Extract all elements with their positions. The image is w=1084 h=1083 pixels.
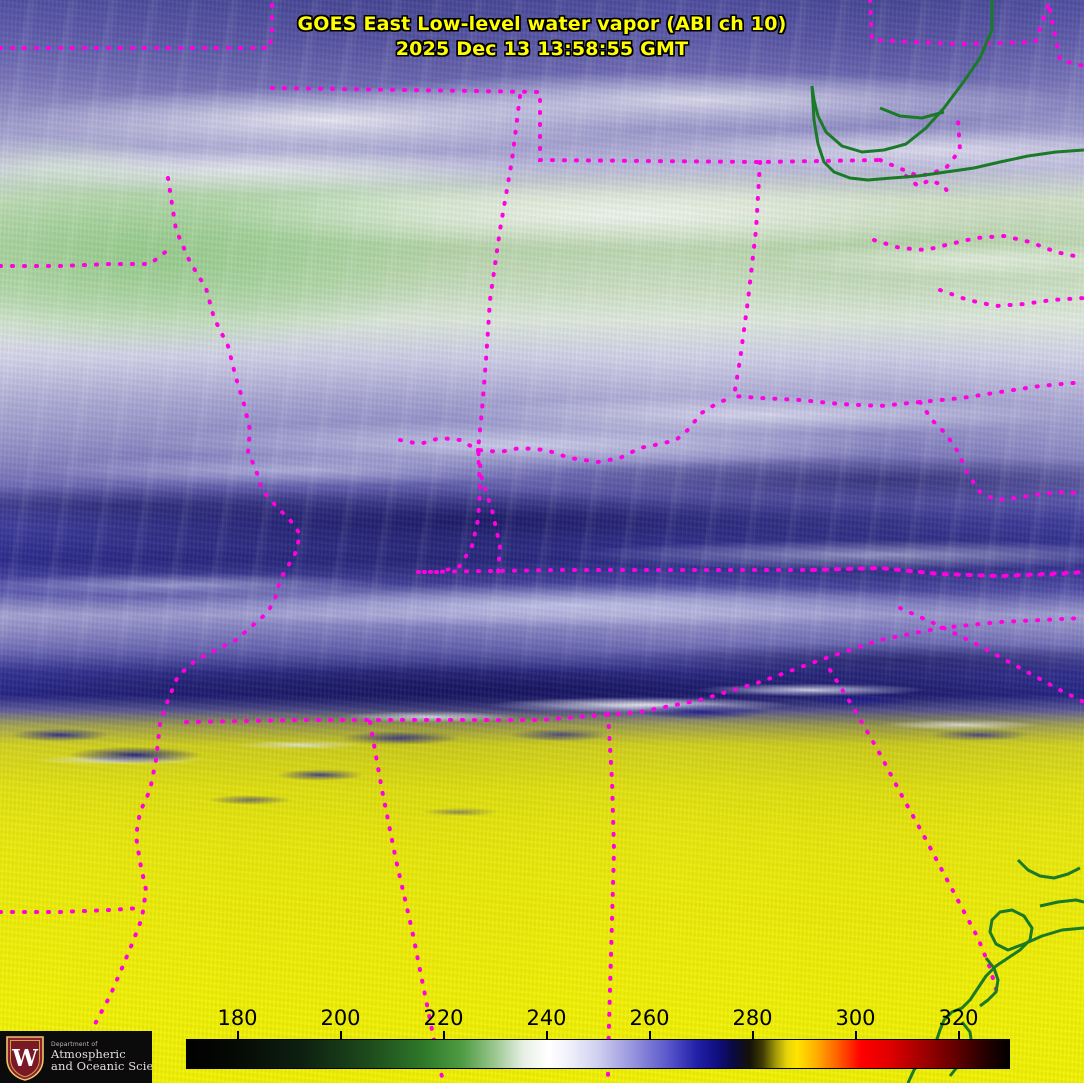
colorbar-tick-label: 260: [629, 1006, 670, 1030]
colorbar: 180 200 220 240 260 280 300 320: [186, 1007, 1010, 1079]
colorbar-tick-mark: [751, 1031, 754, 1039]
colorbar-tick-label: 320: [938, 1006, 979, 1030]
colorbar-tick-mark: [648, 1031, 651, 1039]
uw-crest-icon: W: [6, 1036, 44, 1081]
colorbar-tick-mark: [854, 1031, 857, 1039]
colorbar-tick-mark: [442, 1031, 445, 1039]
state-border-north-south-carolina: [898, 606, 1084, 704]
colorbar-tick-marks: [186, 1031, 1010, 1039]
coastline-lake-erie-inlet: [879, 106, 945, 120]
state-border-arkansas-louisiana: [0, 906, 142, 914]
state-border-arkansas-north: [72, 722, 162, 1083]
colorbar-tick-label: 180: [217, 1006, 258, 1030]
state-border-mississippi-river: [158, 176, 303, 726]
logo-department-label: Department of: [51, 1040, 98, 1048]
coastline-barrier-island-1: [979, 957, 1000, 1008]
colorbar-tick-mark: [339, 1031, 342, 1039]
state-border-lake-erie-south: [872, 233, 1084, 260]
state-border-indiana-ohio: [731, 160, 1084, 409]
colorbar-tick-label: 280: [732, 1006, 773, 1030]
svg-text:W: W: [11, 1045, 39, 1072]
state-border-virginia-north-carolina: [810, 565, 1084, 579]
state-border-ohio-river: [398, 394, 736, 465]
colorbar-tick-mark: [957, 1031, 960, 1039]
state-border-georgia-south-carolina: [828, 668, 1000, 998]
colorbar-tick-label: 220: [423, 1006, 464, 1030]
coastline-lake-erie: [810, 0, 994, 154]
state-border-north-top: [0, 0, 274, 50]
coastline-outer-banks: [1039, 898, 1084, 908]
logo-name-line-1: Atmospheric: [51, 1047, 126, 1062]
state-border-pennsylvania-north: [938, 288, 1084, 309]
state-border-michigan-fragment: [904, 174, 952, 198]
colorbar-tick-label: 200: [320, 1006, 361, 1030]
state-border-kentucky-tennessee: [416, 565, 1084, 579]
state-border-tennessee-south: [184, 616, 1084, 724]
state-border-kentucky-west: [416, 448, 483, 574]
state-border-wisconsin-upper: [0, 248, 170, 268]
uw-logo-text: Department of Atmospheric and Oceanic Sc…: [51, 1040, 152, 1074]
colorbar-tick-label: 240: [526, 1006, 567, 1030]
state-border-north-upper: [270, 86, 882, 165]
logo-name-line-2: and Oceanic Sciences: [51, 1059, 152, 1074]
colorbar-gradient: [186, 1039, 1010, 1069]
colorbar-tick-mark: [545, 1031, 548, 1039]
coastline-chesapeake: [1016, 858, 1081, 880]
state-border-ne-right: [1048, 8, 1084, 68]
coastline-atlantic-carolinas: [906, 908, 1084, 1083]
state-border-west-virginia: [918, 400, 1084, 503]
colorbar-tick-label: 300: [835, 1006, 876, 1030]
state-border-illinois-indiana: [475, 94, 522, 574]
uw-aos-logo: W Department of Atmospheric and Oceanic …: [0, 1031, 152, 1083]
coastline-lake-erie-south: [810, 85, 1084, 182]
colorbar-tick-mark: [236, 1031, 239, 1039]
coastline-group: [810, 0, 1084, 1083]
state-border-lake-north: [878, 118, 963, 179]
state-border-ne-top: [868, 0, 1052, 47]
colorbar-tick-labels: 180 200 220 240 260 280 300 320: [186, 1007, 1010, 1031]
